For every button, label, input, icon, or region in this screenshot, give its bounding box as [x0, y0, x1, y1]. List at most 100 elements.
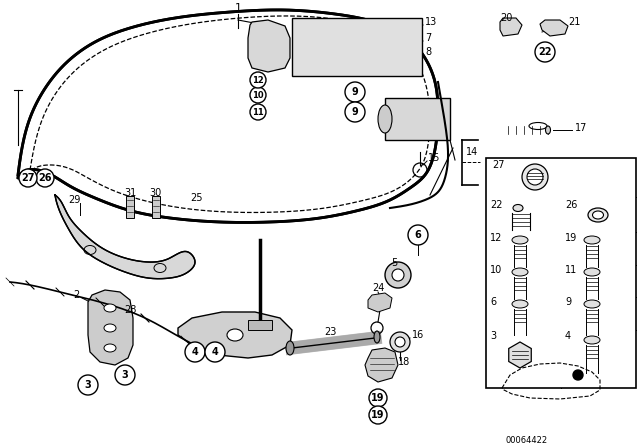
- Polygon shape: [509, 342, 531, 368]
- Text: 19: 19: [565, 233, 577, 243]
- Ellipse shape: [513, 204, 523, 211]
- Text: 16: 16: [412, 330, 424, 340]
- Text: 00064422: 00064422: [505, 435, 547, 444]
- Ellipse shape: [104, 324, 116, 332]
- Ellipse shape: [378, 105, 392, 133]
- Polygon shape: [368, 293, 392, 312]
- Text: 9: 9: [565, 297, 571, 307]
- Ellipse shape: [104, 344, 116, 352]
- Circle shape: [369, 406, 387, 424]
- Circle shape: [522, 164, 548, 190]
- Polygon shape: [55, 195, 195, 279]
- Ellipse shape: [286, 341, 294, 355]
- Circle shape: [36, 169, 54, 187]
- Text: 17: 17: [575, 123, 588, 133]
- Text: 24: 24: [372, 283, 384, 293]
- Bar: [292, 18, 422, 76]
- Bar: [385, 98, 450, 140]
- Circle shape: [369, 389, 387, 407]
- Bar: [248, 320, 272, 330]
- Polygon shape: [540, 20, 568, 36]
- Ellipse shape: [512, 300, 528, 308]
- Text: 18: 18: [398, 357, 410, 367]
- Ellipse shape: [584, 236, 600, 244]
- Text: 10: 10: [490, 265, 502, 275]
- Ellipse shape: [584, 336, 600, 344]
- Polygon shape: [365, 348, 398, 382]
- Polygon shape: [178, 312, 292, 358]
- Text: 22: 22: [490, 200, 502, 210]
- Circle shape: [395, 337, 405, 347]
- Text: 11: 11: [252, 108, 264, 116]
- Circle shape: [78, 375, 98, 395]
- Text: 11: 11: [565, 265, 577, 275]
- Ellipse shape: [374, 331, 380, 343]
- Circle shape: [345, 102, 365, 122]
- Circle shape: [205, 342, 225, 362]
- Text: 3: 3: [122, 370, 129, 380]
- Text: 20: 20: [500, 13, 513, 23]
- Circle shape: [408, 225, 428, 245]
- Ellipse shape: [512, 268, 528, 276]
- Text: 21: 21: [568, 17, 580, 27]
- Text: 27: 27: [492, 160, 504, 170]
- Polygon shape: [248, 20, 290, 72]
- Text: 14: 14: [466, 147, 478, 157]
- Text: 12: 12: [252, 76, 264, 85]
- Text: 9: 9: [351, 87, 358, 97]
- Text: 22: 22: [538, 47, 552, 57]
- Polygon shape: [18, 10, 438, 223]
- Circle shape: [250, 72, 266, 88]
- Text: 4: 4: [565, 331, 571, 341]
- Ellipse shape: [545, 126, 550, 134]
- Text: 2: 2: [74, 290, 80, 300]
- Circle shape: [115, 365, 135, 385]
- Circle shape: [250, 104, 266, 120]
- Text: 7: 7: [425, 33, 431, 43]
- Text: 27: 27: [21, 173, 35, 183]
- Circle shape: [390, 332, 410, 352]
- Polygon shape: [500, 18, 522, 36]
- Ellipse shape: [588, 208, 608, 222]
- Polygon shape: [88, 290, 133, 365]
- Text: 31: 31: [124, 188, 136, 198]
- Circle shape: [573, 370, 583, 380]
- Ellipse shape: [104, 304, 116, 312]
- Circle shape: [385, 262, 411, 288]
- Circle shape: [535, 42, 555, 62]
- Text: 5: 5: [391, 258, 397, 268]
- Text: 30: 30: [149, 188, 161, 198]
- Text: 19: 19: [371, 410, 385, 420]
- Circle shape: [527, 169, 543, 185]
- Text: 15: 15: [428, 153, 440, 163]
- Circle shape: [250, 87, 266, 103]
- Text: 23: 23: [324, 327, 336, 337]
- Text: 4: 4: [191, 347, 198, 357]
- Text: 25: 25: [190, 193, 202, 203]
- Text: 10: 10: [252, 90, 264, 99]
- Text: 6: 6: [415, 230, 421, 240]
- Text: 8: 8: [425, 47, 431, 57]
- Text: 9: 9: [351, 107, 358, 117]
- Text: 26: 26: [565, 200, 577, 210]
- Ellipse shape: [584, 268, 600, 276]
- Text: 3: 3: [490, 331, 496, 341]
- Text: 1: 1: [234, 3, 241, 13]
- Text: 6: 6: [490, 297, 496, 307]
- Bar: [126, 196, 134, 218]
- Ellipse shape: [584, 300, 600, 308]
- Circle shape: [345, 82, 365, 102]
- Circle shape: [19, 169, 37, 187]
- Ellipse shape: [593, 211, 604, 219]
- Text: 26: 26: [38, 173, 52, 183]
- Text: 12: 12: [490, 233, 502, 243]
- Text: 4: 4: [212, 347, 218, 357]
- Text: 13: 13: [425, 17, 437, 27]
- Circle shape: [392, 269, 404, 281]
- Bar: [152, 196, 160, 218]
- Ellipse shape: [512, 236, 528, 244]
- Text: 19: 19: [371, 393, 385, 403]
- Bar: [486, 158, 636, 388]
- Ellipse shape: [227, 329, 243, 341]
- Text: 29: 29: [68, 195, 81, 205]
